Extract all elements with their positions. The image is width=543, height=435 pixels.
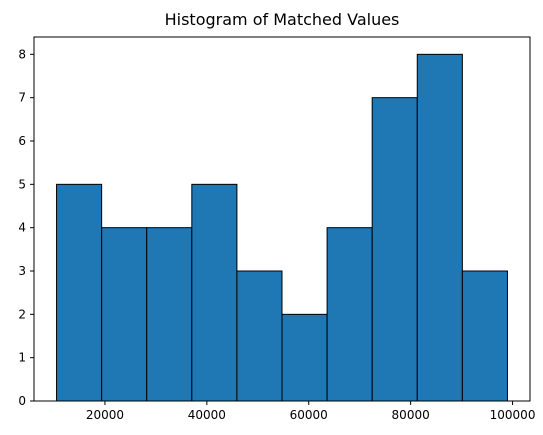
histogram-bar — [371, 97, 418, 402]
y-tick-label: 0 — [18, 394, 26, 408]
y-tick-label: 8 — [18, 47, 26, 61]
y-tick-label: 6 — [18, 134, 26, 148]
y-tick-label: 4 — [18, 221, 26, 235]
x-axis: 20000 40000 60000 80000 100000 — [86, 401, 536, 422]
histogram-bar — [326, 227, 373, 402]
y-tick-label: 3 — [18, 264, 26, 278]
histogram-bar — [146, 227, 193, 402]
y-tick-label: 1 — [18, 351, 26, 365]
x-tick-label: 60000 — [290, 408, 328, 422]
y-axis: 0 1 2 3 4 5 6 7 8 — [18, 47, 34, 408]
y-tick-label: 7 — [18, 91, 26, 105]
histogram-bar — [236, 270, 283, 402]
chart-title: Histogram of Matched Values — [165, 10, 400, 29]
histogram-bar — [461, 270, 508, 402]
y-tick-label: 5 — [18, 177, 26, 191]
plot-frame — [33, 36, 531, 402]
x-tick-label: 80000 — [392, 408, 430, 422]
y-tick-label: 2 — [18, 307, 26, 321]
histogram-bar — [416, 53, 463, 402]
x-tick-label: 40000 — [188, 408, 226, 422]
histogram-bar — [191, 183, 238, 402]
x-tick-label: 20000 — [86, 408, 124, 422]
histogram-bar — [281, 313, 328, 402]
histogram-bar — [56, 183, 103, 402]
bars-group — [56, 53, 508, 402]
histogram-bar — [101, 227, 148, 402]
x-tick-label: 100000 — [490, 408, 536, 422]
